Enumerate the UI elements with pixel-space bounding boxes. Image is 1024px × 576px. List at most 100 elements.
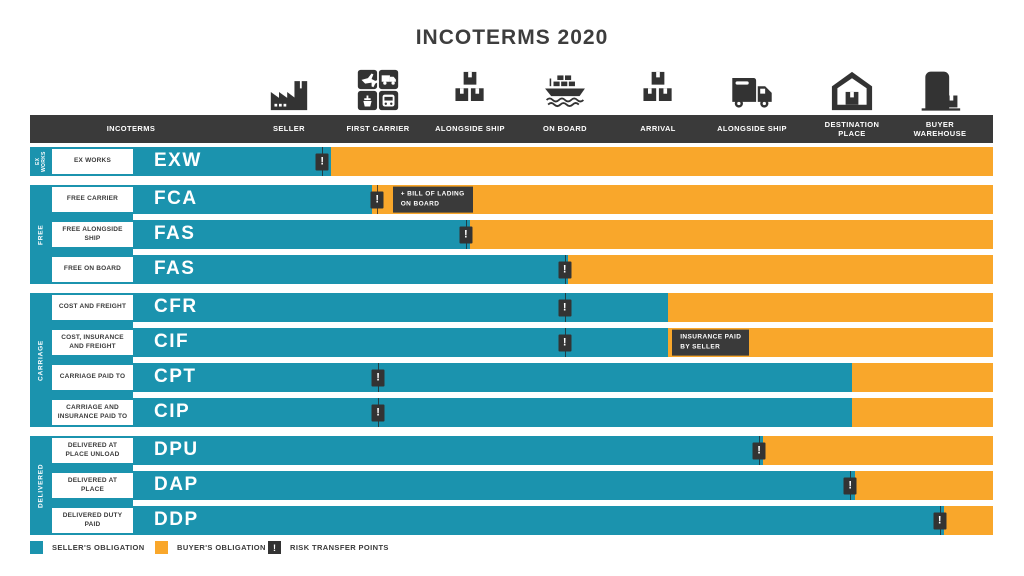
legend-buyer-label: BUYER'S OBLIGATION bbox=[177, 543, 266, 552]
incoterm-row-fas: FREE ALONGSIDE SHIP FAS ! bbox=[30, 220, 993, 249]
risk-swatch: ! bbox=[268, 541, 281, 554]
risk-transfer-marker: ! bbox=[371, 369, 385, 386]
cargo-boxes-icon bbox=[635, 66, 681, 112]
incoterm-code: DPU bbox=[154, 438, 199, 460]
seller-obligation-fill bbox=[133, 398, 852, 427]
header-col-first-carrier: FIRST CARRIER bbox=[346, 124, 410, 134]
cargo-boxes-icon bbox=[447, 66, 493, 112]
header-col-buyer-warehouse: BUYER WAREHOUSE bbox=[913, 119, 967, 138]
header-col-destination-place: DESTINATION PLACE bbox=[824, 119, 880, 138]
incoterm-row-fob: FREE ON BOARD FAS ! bbox=[30, 255, 993, 284]
risk-transfer-marker: ! bbox=[752, 442, 766, 459]
multimodal-carrier-icon bbox=[355, 66, 401, 112]
header-incoterms-label: INCOTERMS bbox=[106, 124, 156, 134]
obligation-bar: FCA ! + BILL OF LADING ON BOARD bbox=[133, 185, 993, 214]
seller-obligation-fill bbox=[133, 185, 373, 214]
row-label: FREE CARRIER bbox=[52, 187, 133, 212]
cargo-ship-icon bbox=[542, 66, 588, 112]
legend-seller: SELLER'S OBLIGATION bbox=[30, 541, 145, 554]
obligation-bar: FAS ! bbox=[133, 255, 993, 284]
row-label: FREE ALONGSIDE SHIP bbox=[52, 222, 133, 247]
legend-risk-label: RISK TRANSFER POINTS bbox=[290, 543, 389, 552]
header-col-alongside-ship-2: ALONGSIDE SHIP bbox=[717, 124, 787, 134]
row-label: COST AND FREIGHT bbox=[52, 295, 133, 320]
row-label: FREE ON BOARD bbox=[52, 257, 133, 282]
obligation-bar: CIP ! bbox=[133, 398, 993, 427]
row-label: COST, INSURANCE AND FREIGHT bbox=[52, 330, 133, 355]
seller-obligation-fill bbox=[133, 328, 668, 357]
note-line-2: BY SELLER bbox=[680, 343, 721, 351]
bill-of-lading-note: + BILL OF LADING ON BOARD bbox=[392, 186, 473, 213]
incoterm-code: EXW bbox=[154, 149, 202, 171]
column-header-bar bbox=[30, 115, 993, 143]
legend-seller-label: SELLER'S OBLIGATION bbox=[52, 543, 145, 552]
buyer-warehouse-icon bbox=[917, 66, 963, 112]
page-title: INCOTERMS 2020 bbox=[415, 26, 609, 49]
obligation-bar: CFR ! bbox=[133, 293, 993, 322]
seller-obligation-fill bbox=[133, 506, 944, 535]
header-col-on-board: ON BOARD bbox=[542, 124, 588, 134]
incoterm-row-cif: COST, INSURANCE AND FREIGHT CIF ! INSURA… bbox=[30, 328, 993, 357]
obligation-bar: FAS ! bbox=[133, 220, 993, 249]
row-label: EX WORKS bbox=[52, 149, 133, 174]
incoterm-code: FAS bbox=[154, 222, 196, 244]
incoterm-code: CIF bbox=[154, 330, 190, 352]
row-label: DELIVERED AT PLACE bbox=[52, 473, 133, 498]
incoterm-row-ddp: DELIVERED DUTY PAID DDP ! bbox=[30, 506, 993, 535]
incoterm-code: CFR bbox=[154, 295, 198, 317]
incoterm-row-fca: FREE CARRIER FCA ! + BILL OF LADING ON B… bbox=[30, 185, 993, 214]
incoterm-row-exw: EX WORKS EXW ! bbox=[30, 147, 993, 176]
seller-obligation-fill bbox=[133, 363, 852, 392]
seller-obligation-fill bbox=[133, 255, 569, 284]
incoterm-code: CIP bbox=[154, 400, 191, 422]
buyer-swatch bbox=[155, 541, 168, 554]
legend: SELLER'S OBLIGATION BUYER'S OBLIGATION !… bbox=[30, 541, 993, 555]
incoterm-row-cip: CARRIAGE AND INSURANCE PAID TO CIP ! bbox=[30, 398, 993, 427]
risk-transfer-marker: ! bbox=[370, 191, 384, 208]
seller-obligation-fill bbox=[133, 147, 331, 176]
risk-transfer-marker: ! bbox=[371, 404, 385, 421]
obligation-bar: DPU ! bbox=[133, 436, 993, 465]
destination-place-icon bbox=[829, 66, 875, 112]
incoterm-row-cpt: CARRIAGE PAID TO CPT ! bbox=[30, 363, 993, 392]
insurance-paid-note: INSURANCE PAID BY SELLER bbox=[672, 329, 750, 356]
incoterm-row-dpu: DELIVERED AT PLACE UNLOAD DPU ! bbox=[30, 436, 993, 465]
note-line-2: ON BOARD bbox=[400, 200, 440, 208]
note-line-1: + BILL OF LADING bbox=[400, 190, 465, 198]
incoterm-row-cfr: COST AND FREIGHT CFR ! bbox=[30, 293, 993, 322]
seller-obligation-fill bbox=[133, 293, 668, 322]
seller-obligation-fill bbox=[133, 471, 856, 500]
incoterm-row-dap: DELIVERED AT PLACE DAP ! bbox=[30, 471, 993, 500]
obligation-bar: DDP ! bbox=[133, 506, 993, 535]
seller-obligation-fill bbox=[133, 436, 764, 465]
seller-swatch bbox=[30, 541, 43, 554]
row-label: CARRIAGE AND INSURANCE PAID TO bbox=[52, 400, 133, 425]
obligation-bar: EXW ! bbox=[133, 147, 993, 176]
legend-risk: ! RISK TRANSFER POINTS bbox=[268, 541, 389, 554]
risk-transfer-marker: ! bbox=[558, 299, 572, 316]
delivery-truck-icon bbox=[729, 66, 775, 112]
obligation-bar: CIF ! INSURANCE PAID BY SELLER bbox=[133, 328, 993, 357]
risk-transfer-marker: ! bbox=[459, 226, 473, 243]
seller-obligation-fill bbox=[133, 220, 471, 249]
incoterm-code: FCA bbox=[154, 187, 198, 209]
obligation-bar: DAP ! bbox=[133, 471, 993, 500]
factory-icon bbox=[266, 66, 312, 112]
incoterm-code: CPT bbox=[154, 365, 197, 387]
row-label: CARRIAGE PAID TO bbox=[52, 365, 133, 390]
risk-transfer-marker: ! bbox=[558, 334, 572, 351]
risk-transfer-marker: ! bbox=[315, 153, 329, 170]
incoterm-code: DAP bbox=[154, 473, 199, 495]
incoterm-code: FAS bbox=[154, 257, 196, 279]
risk-transfer-marker: ! bbox=[843, 477, 857, 494]
row-label: DELIVERED DUTY PAID bbox=[52, 508, 133, 533]
incoterm-code: DDP bbox=[154, 508, 199, 530]
header-col-seller: SELLER bbox=[273, 124, 305, 134]
risk-transfer-marker: ! bbox=[558, 261, 572, 278]
header-col-alongside-ship: ALONGSIDE SHIP bbox=[435, 124, 505, 134]
obligation-bar: CPT ! bbox=[133, 363, 993, 392]
risk-transfer-marker: ! bbox=[933, 512, 947, 529]
header-col-arrival: ARRIVAL bbox=[640, 124, 676, 134]
legend-buyer: BUYER'S OBLIGATION bbox=[155, 541, 266, 554]
